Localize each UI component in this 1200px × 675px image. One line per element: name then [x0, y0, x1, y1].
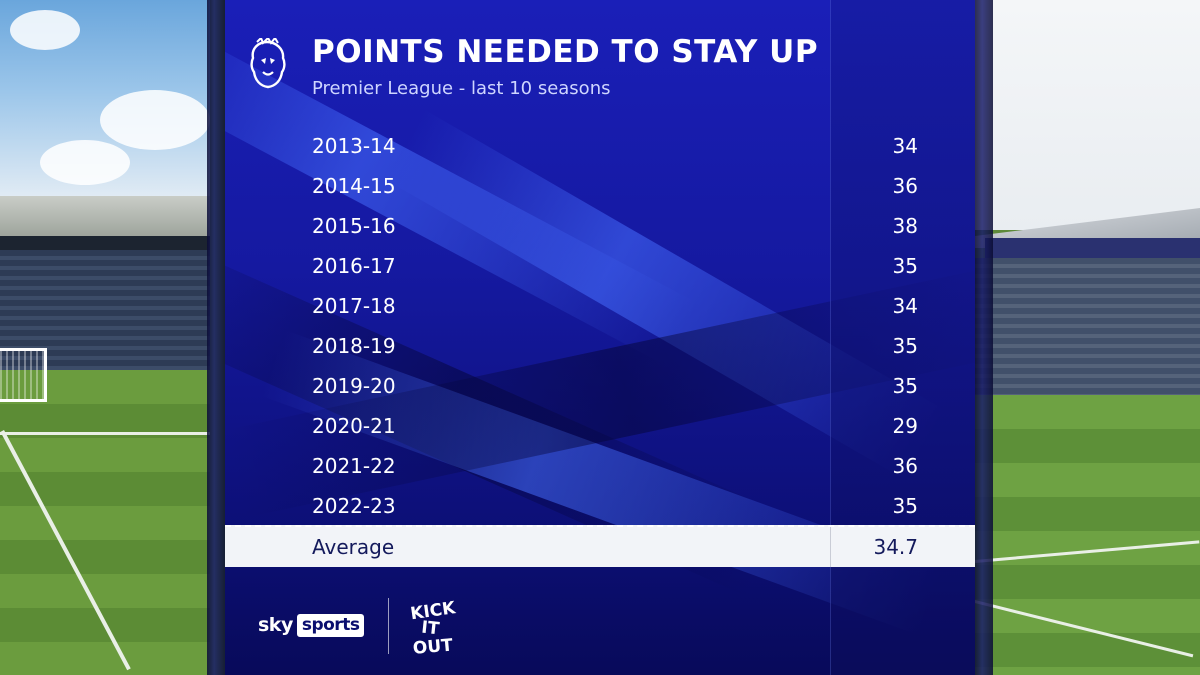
season-label: 2017-18 [312, 294, 396, 318]
average-label: Average [312, 535, 395, 559]
season-label: 2013-14 [312, 134, 396, 158]
table-row: 2019-20 35 [225, 365, 975, 405]
points-value: 36 [892, 174, 918, 198]
sports-wordmark: sports [296, 613, 365, 637]
season-label: 2021-22 [312, 454, 396, 478]
stand-seats-right [975, 258, 1200, 398]
sky-left [0, 0, 210, 205]
table-row: 2018-19 35 [225, 325, 975, 365]
pitch-right [975, 395, 1200, 675]
graphic-subtitle: Premier League - last 10 seasons [312, 78, 611, 99]
table-row: 2021-22 36 [225, 445, 975, 485]
stand-fascia-left [0, 236, 210, 250]
kio-text-out: OUT [412, 635, 454, 656]
sponsor-board-right [985, 238, 1200, 258]
goal-icon [0, 348, 47, 402]
table-row: 2020-21 29 [225, 405, 975, 445]
kio-text-it: IT [420, 618, 440, 640]
points-value: 36 [892, 454, 918, 478]
points-value: 35 [892, 254, 918, 278]
season-label: 2019-20 [312, 374, 396, 398]
kick-it-out-logo: KICK IT OUT [409, 598, 457, 656]
frame-edge-left [207, 0, 225, 675]
points-value: 35 [892, 494, 918, 518]
footer-divider [388, 598, 389, 654]
pitch-line [0, 432, 210, 435]
graphic-title: POINTS NEEDED TO STAY UP [312, 34, 819, 70]
table-row: 2022-23 35 [225, 485, 975, 525]
sky-sports-logo: sky sports [258, 612, 365, 638]
premier-league-lion-icon [250, 38, 286, 89]
average-value: 34.7 [873, 535, 918, 559]
points-value: 38 [892, 214, 918, 238]
points-value: 34 [892, 134, 918, 158]
stats-graphic-panel: POINTS NEEDED TO STAY UP Premier League … [225, 0, 975, 675]
season-label: 2015-16 [312, 214, 396, 238]
average-row: Average 34.7 [225, 525, 975, 567]
season-label: 2014-15 [312, 174, 396, 198]
average-divider [830, 527, 831, 567]
season-label: 2022-23 [312, 494, 396, 518]
points-value: 35 [892, 334, 918, 358]
points-value: 34 [892, 294, 918, 318]
season-label: 2016-17 [312, 254, 396, 278]
table-row: 2017-18 34 [225, 285, 975, 325]
table-row: 2013-14 34 [225, 125, 975, 165]
table-row: 2014-15 36 [225, 165, 975, 205]
table-row: 2015-16 38 [225, 205, 975, 245]
sky-right [975, 0, 1200, 230]
points-value: 29 [892, 414, 918, 438]
season-label: 2018-19 [312, 334, 396, 358]
season-label: 2020-21 [312, 414, 396, 438]
stand-roof-left [0, 196, 210, 240]
sky-wordmark: sky [258, 614, 293, 636]
points-value: 35 [892, 374, 918, 398]
table-row: 2016-17 35 [225, 245, 975, 285]
frame-edge-right [975, 0, 993, 675]
